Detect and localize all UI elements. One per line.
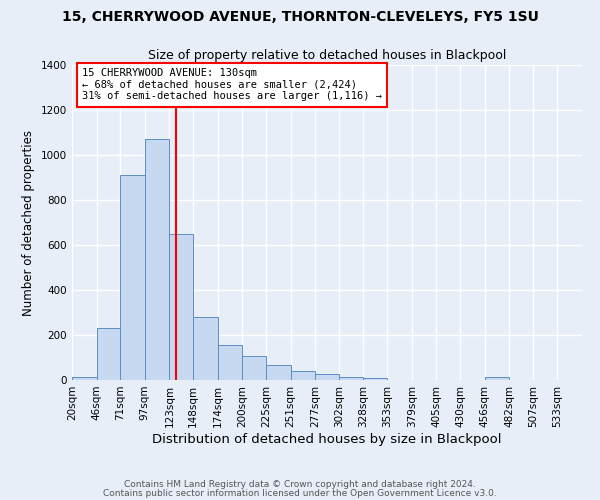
Bar <box>242 356 266 380</box>
Text: 15, CHERRYWOOD AVENUE, THORNTON-CLEVELEYS, FY5 1SU: 15, CHERRYWOOD AVENUE, THORNTON-CLEVELEY… <box>62 10 538 24</box>
Title: Size of property relative to detached houses in Blackpool: Size of property relative to detached ho… <box>148 50 506 62</box>
Bar <box>145 139 169 380</box>
Text: 15 CHERRYWOOD AVENUE: 130sqm
← 68% of detached houses are smaller (2,424)
31% of: 15 CHERRYWOOD AVENUE: 130sqm ← 68% of de… <box>82 68 382 102</box>
Bar <box>97 328 120 380</box>
Bar <box>485 376 509 380</box>
Bar <box>218 345 242 380</box>
Text: Contains public sector information licensed under the Open Government Licence v3: Contains public sector information licen… <box>103 489 497 498</box>
Bar <box>364 378 387 380</box>
Bar <box>315 374 339 380</box>
Y-axis label: Number of detached properties: Number of detached properties <box>22 130 35 316</box>
Bar <box>120 176 145 380</box>
Bar <box>339 376 364 380</box>
Text: Contains HM Land Registry data © Crown copyright and database right 2024.: Contains HM Land Registry data © Crown c… <box>124 480 476 489</box>
Bar <box>193 317 218 380</box>
X-axis label: Distribution of detached houses by size in Blackpool: Distribution of detached houses by size … <box>152 432 502 446</box>
Bar <box>169 234 193 380</box>
Bar <box>72 376 97 380</box>
Bar <box>266 366 290 380</box>
Bar <box>290 371 315 380</box>
